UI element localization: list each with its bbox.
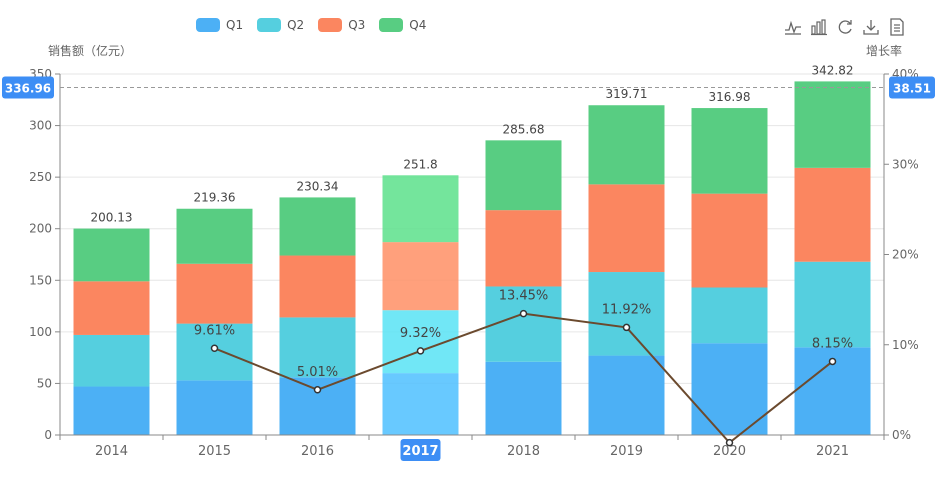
axis-pointer-left-value: 336.96 [5,81,51,95]
legend-label-q2: Q2 [287,18,305,32]
x-tick-label: 2017 [402,444,438,459]
legend-swatch-q4 [379,18,404,32]
bar-q2-2020 [691,287,768,344]
legend-label-q4: Q4 [409,18,427,32]
bar-q4-2019 [588,105,665,185]
legend-label-q1: Q1 [226,18,244,32]
y-left-tick-label: 150 [29,273,52,287]
y-right-tick-label: 30% [892,157,919,171]
total-label: 251.8 [403,157,437,171]
bar-q4-2020 [691,108,768,194]
y-left-tick-label: 0 [44,428,52,442]
legend-swatch-q2 [257,18,282,32]
bar-q4-2014 [73,228,150,282]
legend-item-q2[interactable]: Q2 [257,18,304,32]
growth-rate-point [622,323,631,332]
bar-q4-2015 [176,208,253,264]
y-left-tick-label: 100 [29,325,52,339]
y-left-axis-title: 销售额（亿元） [48,43,132,58]
bar-q4-2018 [485,140,562,211]
x-tick-label: 2015 [198,444,231,459]
bar-chart-icon[interactable] [810,18,828,36]
bar-q3-2020 [691,193,768,288]
y-right-tick-label: 10% [892,338,919,352]
total-label: 319.71 [606,87,648,101]
growth-rate-label: 11.92% [602,302,652,317]
x-tick-label: 2014 [95,444,128,459]
axis-pointer-right-badge [889,76,935,99]
x-tick-label: 2018 [507,444,540,459]
x-tick-label: 2021 [816,444,849,459]
legend-swatch-q3 [318,18,343,32]
bar-q4-2017 [382,175,459,243]
y-left-tick-label: 250 [29,170,52,184]
bar-q2-2021 [794,261,871,348]
growth-rate-label: 13.45% [499,289,549,304]
y-right-tick-label: 20% [892,248,919,262]
total-label: 230.34 [297,179,339,193]
bar-q1-2018 [485,361,562,435]
growth-rate-point [725,438,734,447]
bar-q1-2016 [279,377,356,435]
total-label: 316.98 [709,90,751,104]
growth-rate-label: 8.15% [812,336,853,351]
bar-q3-2019 [588,184,665,273]
legend-swatch-q1 [196,18,220,32]
y-right-axis-title: 增长率 [866,43,902,58]
legend-label-q3: Q3 [348,18,366,32]
x-tick-label: 2020 [713,444,746,459]
legend-item-q3[interactable]: Q3 [318,18,365,32]
bar-q3-2021 [794,167,871,262]
bar-q4-2016 [279,197,356,256]
bar-q1-2014 [73,386,150,435]
bar-q3-2014 [73,281,150,335]
bar-q3-2017 [382,242,459,311]
y-left-tick-label: 200 [29,222,52,236]
total-label: 342.82 [812,63,854,77]
growth-rate-point [313,386,322,394]
bar-q2-2019 [588,272,665,356]
growth-rate-label: 5.01% [297,365,338,380]
y-right-tick-label: 0% [892,428,911,442]
bar-q2-2016 [279,317,356,378]
growth-rate-point [416,347,425,355]
legend-item-q1[interactable]: Q1 [196,18,243,32]
bar-q2-2014 [73,334,150,387]
growth-rate-point [210,344,219,353]
chart-toolbox [784,18,906,36]
bar-q1-2015 [176,380,253,435]
y-left-tick-label: 300 [29,119,52,133]
data-view-icon[interactable] [888,18,906,36]
legend-item-q4[interactable]: Q4 [379,18,426,32]
chart-legend: Q1 Q2 Q3 Q4 [196,18,426,32]
bar-q3-2016 [279,255,356,318]
growth-rate-point [828,357,837,366]
y-left-tick-label: 50 [37,376,52,390]
growth-rate-label: 9.32% [400,326,441,341]
line-chart-icon[interactable] [784,18,802,36]
bar-q1-2020 [691,343,768,435]
x-tick-label: 2016 [301,444,334,459]
axis-pointer-left-badge [2,76,54,99]
bar-q4-2021 [794,81,871,168]
growth-rate-label: 9.61% [194,323,235,338]
bar-q3-2018 [485,210,562,287]
bar-q3-2015 [176,263,253,324]
restore-icon[interactable] [836,18,854,36]
download-icon[interactable] [862,18,880,36]
growth-rate-point [519,309,528,318]
x-tick-label: 2019 [610,444,643,459]
bar-q1-2017 [382,373,459,435]
bar-q2-2018 [485,286,562,362]
bar-q1-2019 [588,355,665,435]
axis-pointer-right-value: 38.51 [893,81,931,95]
total-label: 285.68 [503,122,545,136]
total-label: 219.36 [194,191,236,205]
total-label: 200.13 [91,211,133,225]
x-axis-pointer-badge [400,439,441,461]
